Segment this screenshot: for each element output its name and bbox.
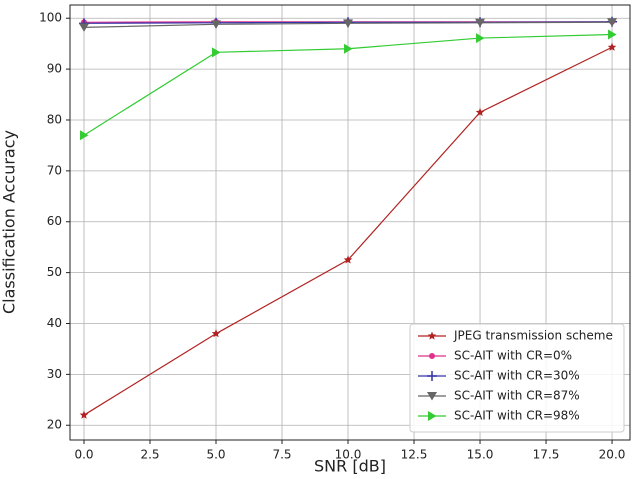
marker	[343, 19, 354, 28]
x-tick-label: 15.0	[467, 448, 494, 462]
x-tick-label: 17.5	[533, 448, 560, 462]
y-tick-label: 20	[47, 418, 62, 432]
x-tick-label: 7.5	[272, 448, 291, 462]
marker	[78, 23, 89, 32]
marker	[343, 255, 353, 264]
legend-label: SC-AIT with CR=87%	[454, 389, 580, 403]
y-tick-label: 50	[47, 265, 62, 279]
y-tick-label: 100	[39, 11, 62, 25]
marker	[427, 371, 437, 381]
x-tick-label: 10.0	[335, 448, 362, 462]
x-tick-label: 20.0	[599, 448, 626, 462]
y-tick-label: 70	[47, 163, 62, 177]
marker	[344, 43, 353, 54]
legend-label: SC-AIT with CR=0%	[454, 349, 572, 363]
legend-box	[409, 323, 625, 433]
y-tick-label: 80	[47, 112, 62, 126]
y-tick-label: 30	[47, 367, 62, 381]
marker	[476, 33, 485, 44]
marker	[607, 42, 617, 51]
legend-label: SC-AIT with CR=30%	[454, 369, 580, 383]
marker	[79, 410, 89, 419]
legend: JPEG transmission scheme SC-AIT with CR=0…	[409, 323, 625, 433]
legend-label: JPEG transmission scheme	[453, 329, 613, 343]
marker	[428, 411, 437, 421]
marker	[429, 353, 435, 359]
x-tick-label: 5.0	[206, 448, 225, 462]
plot-frame	[69, 4, 631, 441]
marker	[475, 18, 486, 28]
x-tick-label: 12.5	[401, 448, 428, 462]
marker	[427, 392, 437, 401]
marker	[607, 18, 618, 27]
marker	[212, 47, 221, 58]
x-tick-label: 0.0	[74, 448, 93, 462]
marker	[211, 20, 222, 29]
y-tick-label: 40	[47, 316, 62, 330]
marker	[608, 29, 617, 40]
marker	[475, 107, 485, 116]
y-axis-title: Classification Accuracy	[0, 130, 19, 314]
y-tick-label: 90	[47, 62, 62, 76]
x-tick-label: 2.5	[140, 448, 159, 462]
x-axis-title: SNR [dB]	[314, 457, 386, 476]
y-tick-label: 60	[47, 214, 62, 228]
marker	[211, 329, 221, 338]
marker	[79, 130, 89, 141]
legend-label: SC-AIT with CR=98%	[454, 409, 580, 423]
marker	[427, 331, 437, 340]
